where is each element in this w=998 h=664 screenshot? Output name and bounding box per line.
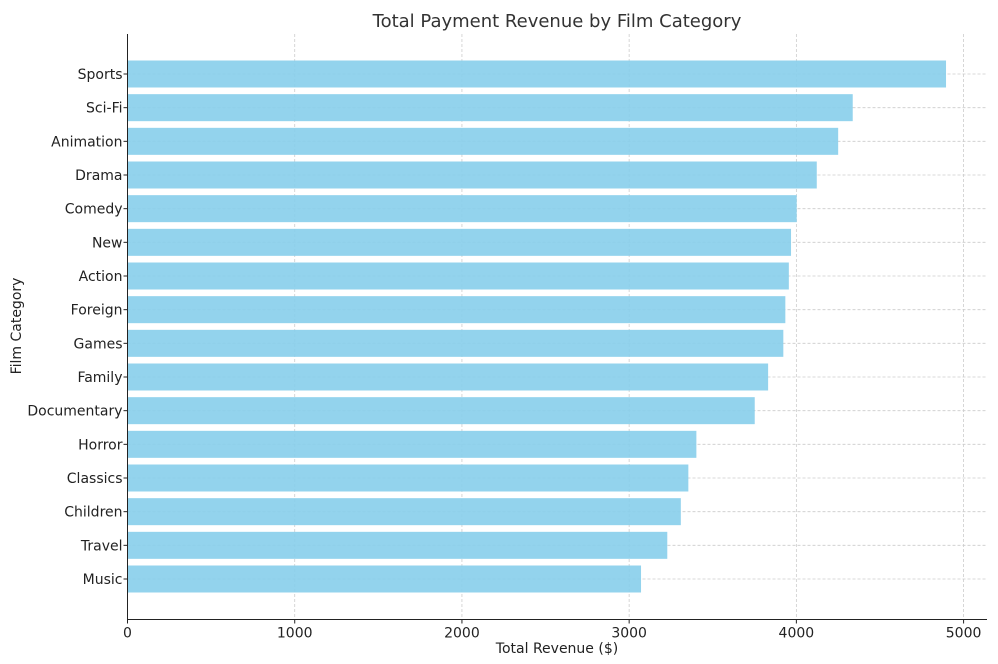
y-axis-label: Film Category — [9, 278, 25, 375]
bar-travel — [127, 531, 668, 559]
bar-comedy — [127, 195, 797, 223]
bars — [127, 60, 947, 593]
bar-documentary — [127, 397, 755, 425]
y-tick-label: Action — [79, 269, 123, 285]
y-tick-label: Family — [77, 370, 122, 386]
bar-family — [127, 363, 769, 391]
x-tick-labels: 0 1000 2000 3000 4000 5000 — [123, 619, 982, 642]
bar-sports — [127, 60, 947, 88]
y-tick-label: Music — [83, 572, 123, 588]
y-tick-labels: Sports Sci-Fi Animation Drama Comedy New Actio… — [27, 67, 128, 588]
bar-children — [127, 498, 681, 526]
x-tick-label: 1000 — [277, 626, 313, 642]
chart-title: Total Payment Revenue by Film Category — [372, 11, 742, 32]
bar-new — [127, 228, 792, 256]
y-tick-label: Children — [64, 505, 122, 521]
y-tick-label: Travel — [80, 538, 123, 554]
y-tick-label: Animation — [51, 134, 122, 150]
y-tick-label: Comedy — [65, 202, 123, 218]
y-tick-label: Sci-Fi — [86, 101, 122, 117]
y-tick-label: Drama — [75, 168, 122, 184]
bar-animation — [127, 127, 839, 155]
bar-action — [127, 262, 789, 290]
bar-drama — [127, 161, 817, 189]
y-tick-label: New — [92, 235, 123, 251]
y-tick-label: Classics — [67, 471, 123, 487]
y-tick-label: Sports — [78, 67, 123, 83]
bar-sci-fi — [127, 94, 853, 122]
y-tick-label: Horror — [78, 437, 123, 453]
grid-lines — [127, 34, 987, 620]
bar-classics — [127, 464, 689, 492]
bar-horror — [127, 430, 697, 458]
y-tick-label: Foreign — [71, 303, 123, 319]
y-tick-label: Documentary — [27, 404, 122, 420]
axes — [127, 34, 987, 620]
y-tick-label: Games — [74, 336, 123, 352]
bar-games — [127, 329, 784, 357]
x-tick-label: 2000 — [444, 626, 480, 642]
x-tick-label: 4000 — [779, 626, 815, 642]
x-tick-label: 0 — [123, 626, 132, 642]
x-tick-label: 3000 — [611, 626, 647, 642]
x-tick-label: 5000 — [946, 626, 982, 642]
bar-music — [127, 565, 642, 593]
bar-foreign — [127, 296, 786, 324]
x-axis-label: Total Revenue ($) — [495, 641, 618, 657]
